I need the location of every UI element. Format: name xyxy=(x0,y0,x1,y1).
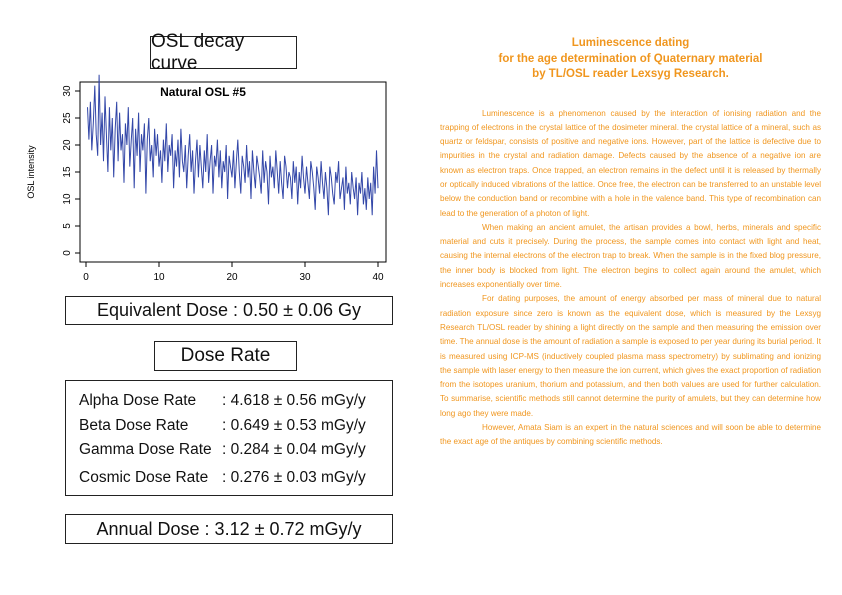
paragraph: Luminescence is a phenomenon caused by t… xyxy=(440,108,821,218)
rate-value: : 0.276 ± 0.03 mGy/y xyxy=(222,468,366,486)
x-tick-label: 0 xyxy=(83,272,89,283)
rate-name: Cosmic Dose Rate xyxy=(79,468,209,486)
x-tick-label: 40 xyxy=(372,272,384,283)
dose-rate-title: Dose Rate xyxy=(180,345,271,366)
dose-rate-title-box: Dose Rate xyxy=(154,341,297,371)
rate-name: Beta Dose Rate xyxy=(79,416,189,434)
annual-dose-box: Annual Dose : 3.12 ± 0.72 mGy/y xyxy=(65,514,393,544)
chart-title: Natural OSL #5 xyxy=(160,85,246,99)
heading-line: by TL/OSL reader Lexsyg Research. xyxy=(532,68,729,80)
heading-line: Luminescence dating xyxy=(571,37,690,49)
article-heading: Luminescence dating for the age determin… xyxy=(440,36,821,83)
x-tick-label: 20 xyxy=(226,272,238,283)
y-tick-label: 15 xyxy=(62,166,73,178)
rate-value: : 0.284 ± 0.04 mGy/y xyxy=(222,441,366,459)
dose-rates-box: Alpha Dose Rate : 4.618 ± 0.56 mGy/y Bet… xyxy=(65,380,393,496)
rate-name: Gamma Dose Rate xyxy=(79,441,212,459)
x-tick-label: 30 xyxy=(299,272,311,283)
osl-decay-chart: Natural OSL #5 0 5 10 15 20 25 30 0 10 20 30 40 OSL i… xyxy=(26,74,387,283)
paragraph: When making an ancient amulet, the artis… xyxy=(440,222,821,290)
rate-row-cosmic: Cosmic Dose Rate : 0.276 ± 0.03 mGy/y xyxy=(79,466,392,491)
rate-name: Alpha Dose Rate xyxy=(79,392,197,410)
y-axis-label: OSL intensity xyxy=(26,145,36,199)
article-column: Luminescence dating for the age determin… xyxy=(440,36,821,450)
y-tick-label: 0 xyxy=(62,250,73,256)
y-tick-label: 10 xyxy=(62,193,73,205)
equivalent-dose-box: Equivalent Dose : 0.50 ± 0.06 Gy xyxy=(65,296,393,325)
rate-value: : 0.649 ± 0.53 mGy/y xyxy=(222,416,366,434)
series-line xyxy=(87,74,379,216)
heading-line: for the age determination of Quaternary … xyxy=(498,52,763,65)
y-tick-label: 25 xyxy=(62,112,73,124)
x-tick-label: 10 xyxy=(153,272,165,283)
y-tick-label: 5 xyxy=(62,223,73,229)
plot-frame xyxy=(79,81,387,263)
equivalent-dose: Equivalent Dose : 0.50 ± 0.06 Gy xyxy=(96,300,362,320)
annual-dose: Annual Dose : 3.12 ± 0.72 mGy/y xyxy=(96,518,362,539)
y-tick-label: 30 xyxy=(62,85,73,97)
rate-row-gamma: Gamma Dose Rate : 0.284 ± 0.04 mGy/y xyxy=(79,438,392,463)
paragraph: However, Amata Siam is an expert in the … xyxy=(440,423,821,447)
y-tick-label: 20 xyxy=(62,139,73,151)
article-body: Luminescence is a phenomenon caused by t… xyxy=(440,107,821,450)
rate-row-beta: Beta Dose Rate : 0.649 ± 0.53 mGy/y xyxy=(79,414,392,439)
rate-row-alpha: Alpha Dose Rate : 4.618 ± 0.56 mGy/y xyxy=(79,389,392,414)
osl-title-box: OSL decay curve xyxy=(150,31,297,74)
paragraph: For dating purposes, the amount of energ… xyxy=(440,294,821,418)
rate-value: : 4.618 ± 0.56 mGy/y xyxy=(222,392,366,410)
osl-title: OSL decay curve xyxy=(151,30,245,74)
